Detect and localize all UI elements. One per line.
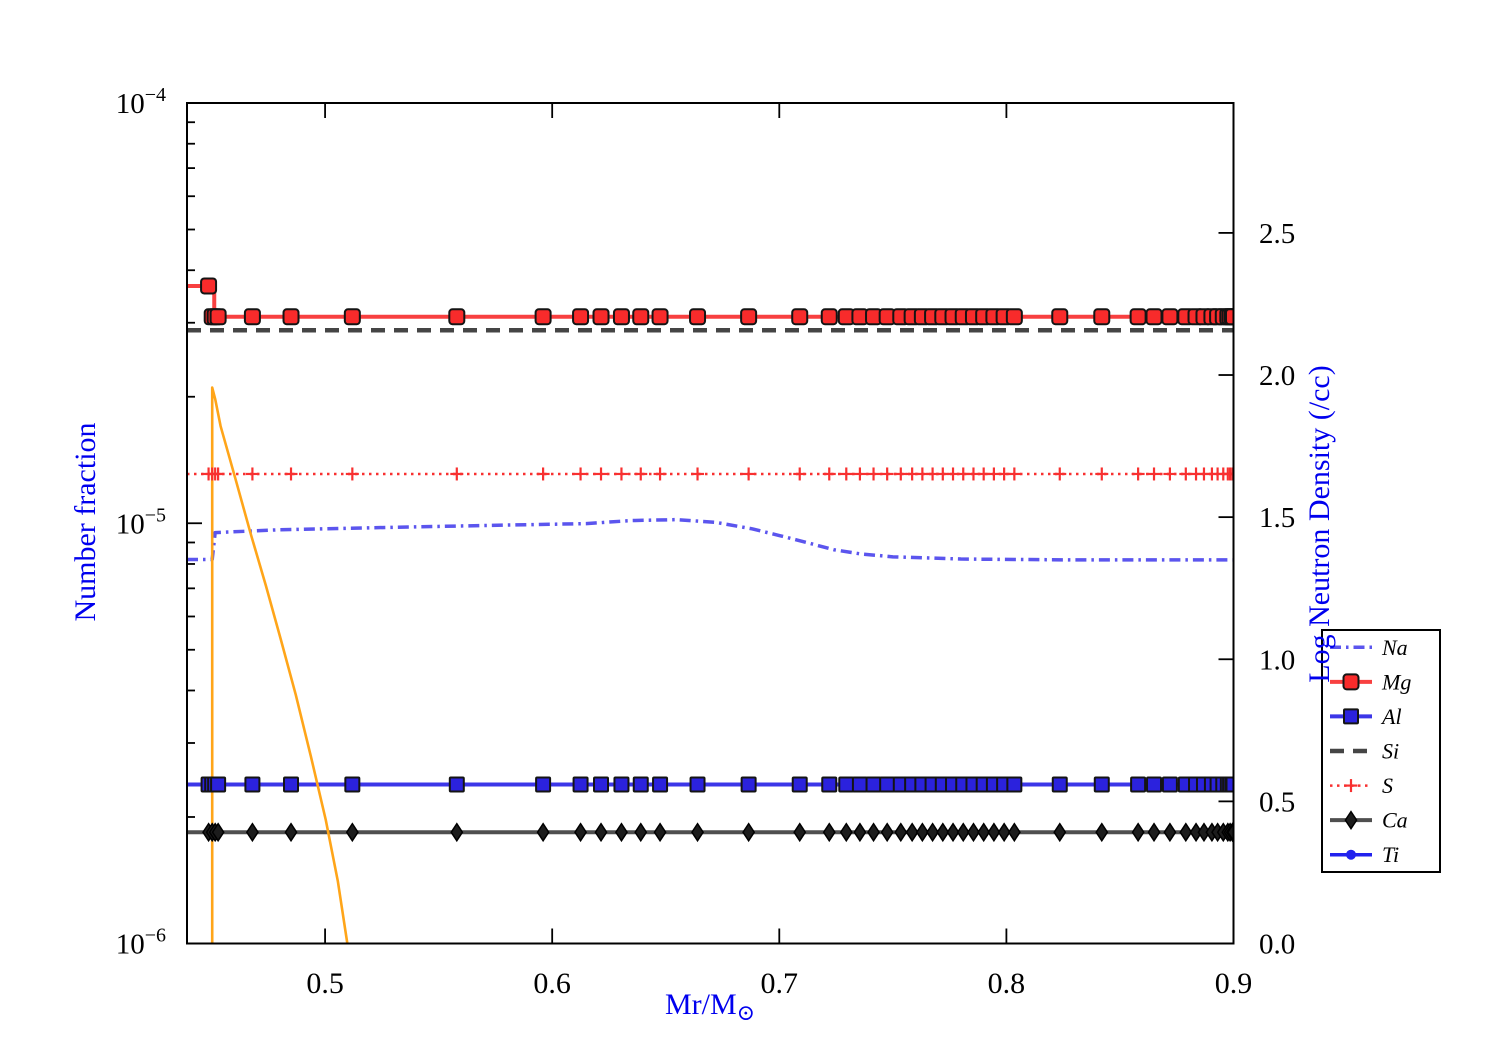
legend-entry-ti: Ti — [1330, 842, 1399, 867]
x-tick-label-0.6: 0.6 — [533, 967, 571, 1000]
x-tick-label-0.9: 0.9 — [1215, 967, 1253, 1000]
y-left-tick-labels: 10−4 10−5 10−6 — [116, 84, 166, 961]
y-left-tick-label-1e−5: 10−5 — [116, 504, 166, 540]
series-na-line — [187, 517, 1234, 562]
x-tick-labels: 0.5 0.6 0.7 0.8 0.9 — [306, 967, 1252, 1000]
y-axis-label-left-text: Number fraction — [69, 422, 102, 622]
series-mg-markers — [200, 277, 1235, 326]
y-left-tick-label-1e−6: 10−6 — [116, 925, 166, 961]
sun-symbol: ⊙ — [736, 1000, 756, 1025]
y-right-tick-label-0.0: 0.0 — [1259, 929, 1295, 961]
legend-entry-s: S — [1330, 773, 1393, 798]
legend-label-s: S — [1382, 773, 1393, 798]
y-right-tick-label-1.0: 1.0 — [1259, 644, 1295, 676]
legend-label-ca: Ca — [1382, 808, 1408, 833]
legend: Na Mg Al Si S Ca Ti — [1321, 629, 1441, 873]
legend-entry-na: Na — [1330, 635, 1408, 660]
y-left-tick-label-1e−4: 10−4 — [116, 84, 166, 120]
x-axis-label-main: Mr/M — [664, 988, 737, 1021]
x-tick-label-0.5: 0.5 — [306, 967, 344, 1000]
legend-entry-mg: Mg — [1330, 669, 1411, 694]
y-axis-label-right: Log Neutron Density (/cc) — [1303, 365, 1337, 682]
y-right-ticks — [1218, 231, 1234, 945]
legend-label-si: Si — [1382, 739, 1399, 764]
legend-entry-si: Si — [1330, 739, 1399, 764]
y-right-tick-label-2.5: 2.5 — [1259, 218, 1295, 250]
y-axis-label-right-text: Log Neutron Density (/cc) — [1303, 365, 1336, 683]
series-al-markers — [200, 776, 1235, 793]
legend-entry-al: Al — [1330, 704, 1402, 729]
legend-entry-ca: Ca — [1330, 808, 1408, 833]
x-axis-label: Mr/M⊙ — [665, 988, 755, 1026]
series-neutron-density-line — [210, 386, 349, 944]
legend-label-ti: Ti — [1382, 842, 1399, 867]
x-tick-label-0.7: 0.7 — [761, 967, 799, 1000]
series-ca-markers — [202, 822, 1235, 843]
x-axis-ticks — [324, 103, 1235, 944]
y-left-ticks — [187, 102, 202, 945]
y-right-tick-label-0.5: 0.5 — [1259, 786, 1295, 818]
y-right-tick-label-2.0: 2.0 — [1259, 360, 1295, 392]
y-right-tick-labels: 0.0 0.5 1.0 1.5 2.0 2.5 — [1259, 218, 1295, 961]
y-axis-label-left: Number fraction — [69, 422, 103, 621]
series-s-markers — [202, 467, 1235, 481]
y-right-tick-label-1.5: 1.5 — [1259, 502, 1295, 534]
x-tick-label-0.8: 0.8 — [988, 967, 1026, 1000]
legend-label-al: Al — [1380, 704, 1402, 729]
legend-label-mg: Mg — [1381, 669, 1411, 694]
legend-label-na: Na — [1381, 635, 1408, 660]
